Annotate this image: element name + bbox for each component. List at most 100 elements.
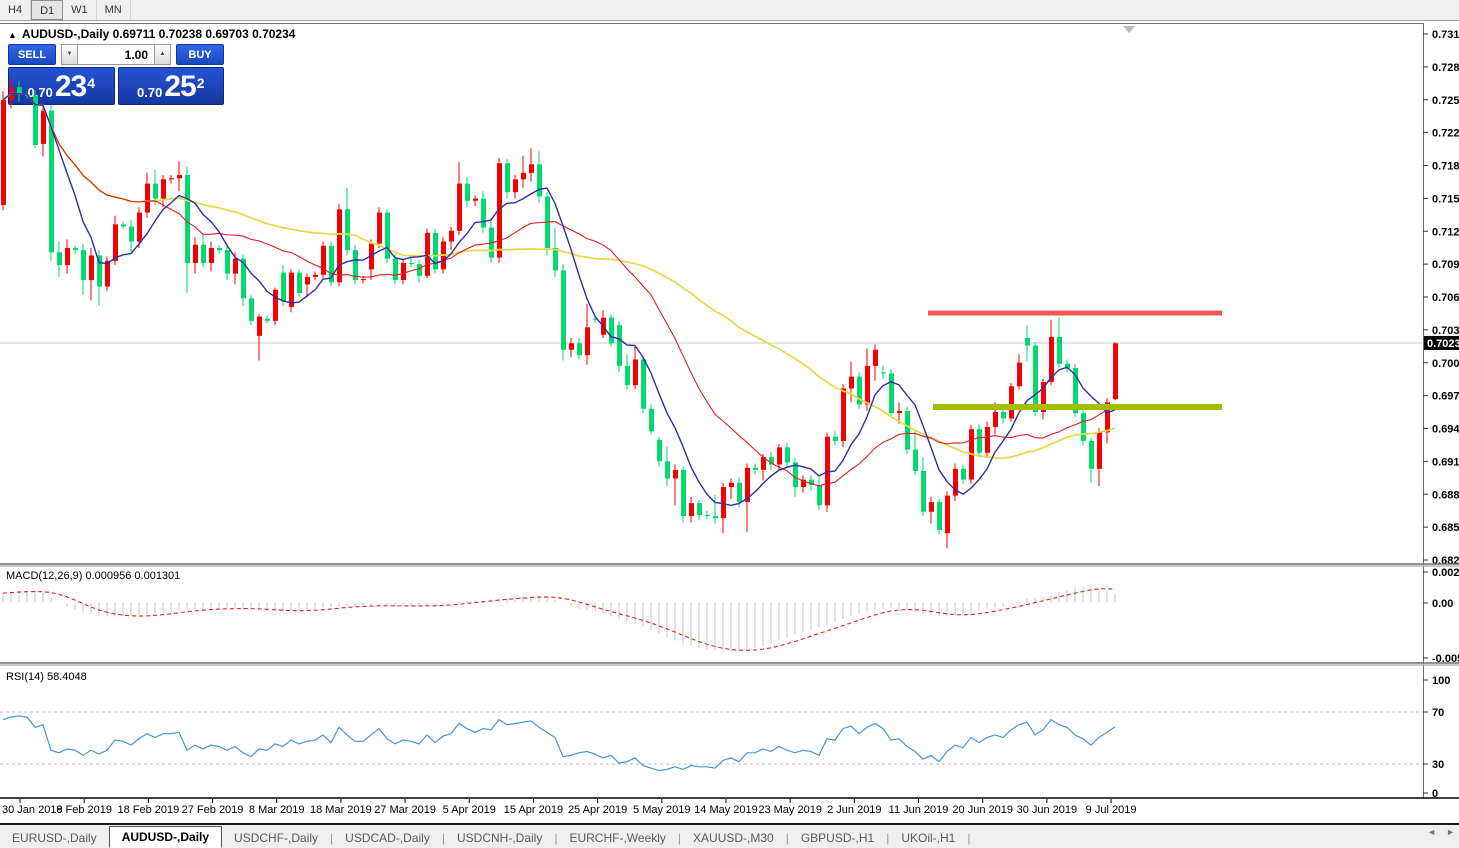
candle-body — [609, 317, 614, 344]
buy-price-prefix: 0.70 — [137, 85, 163, 100]
time-tick-label: 14 May 2019 — [694, 804, 758, 816]
tab-separator: | — [785, 830, 789, 845]
candle-body — [945, 495, 950, 534]
rsi-axis-label: 0 — [1432, 788, 1438, 800]
buy-button[interactable]: BUY — [176, 44, 224, 65]
price-tick-label: 0.68825 — [1432, 489, 1459, 501]
candle-body — [97, 255, 102, 287]
time-tick-label: 15 Apr 2019 — [504, 804, 563, 816]
candle-body — [129, 226, 134, 242]
candle-body — [457, 183, 462, 231]
time-tick-label: 2 Jun 2019 — [827, 804, 881, 816]
time-tick-label: 9 Jul 2019 — [1086, 804, 1137, 816]
candle-body — [217, 247, 222, 251]
candle-body — [897, 410, 902, 414]
candle-body — [977, 429, 982, 453]
buy-price-big: 25 — [164, 70, 196, 103]
candle-body — [137, 212, 142, 242]
timeframe-button-d1[interactable]: D1 — [31, 0, 64, 20]
chart-tab-usdchf-daily[interactable]: USDCHF-,Daily — [234, 830, 319, 845]
sell-button[interactable]: SELL — [8, 44, 56, 65]
candle-body — [289, 272, 294, 307]
candle-body — [257, 316, 262, 336]
time-tick-label: 23 May 2019 — [758, 804, 822, 816]
time-tick-label: 27 Mar 2019 — [374, 804, 436, 816]
support-line[interactable] — [933, 403, 1222, 410]
chart-tab-eurchf-weekly[interactable]: EURCHF-,Weekly — [569, 830, 666, 845]
tab-scroll-left-icon[interactable]: ◄ — [1427, 827, 1437, 837]
chart-tab-xauusd-m30[interactable]: XAUUSD-,M30 — [693, 830, 774, 845]
candle-body — [705, 514, 710, 517]
candle-body — [1033, 345, 1038, 413]
collapse-panel-icon[interactable]: ▲ — [8, 30, 17, 40]
price-tick-label: 0.69745 — [1432, 391, 1459, 403]
chart-tab-audusd-daily[interactable]: AUDUSD-,Daily — [108, 826, 223, 848]
candle-body — [913, 449, 918, 471]
candle-body — [673, 469, 678, 479]
candle-body — [833, 436, 838, 441]
candle-body — [585, 327, 590, 356]
candle-body — [937, 502, 942, 530]
candle-body — [449, 230, 454, 242]
timeframe-button-w1[interactable]: W1 — [63, 0, 97, 20]
candle-body — [801, 479, 806, 488]
candle-body — [713, 516, 718, 519]
price-tick-label: 0.72200 — [1432, 128, 1459, 140]
volume-increase-button[interactable]: ▲ — [154, 44, 171, 65]
candle-body — [665, 461, 670, 479]
chart-tab-gbpusd-h1[interactable]: GBPUSD-,H1 — [800, 830, 875, 845]
candle-body — [1025, 338, 1030, 346]
candle-body — [985, 427, 990, 453]
chart-tab-eurusd-daily[interactable]: EURUSD-,Daily — [12, 830, 97, 845]
candle-body — [297, 272, 302, 293]
candle-body — [385, 212, 390, 259]
candle-body — [689, 503, 694, 517]
candle-body — [1057, 336, 1062, 364]
chart-tab-usdcnh-daily[interactable]: USDCNH-,Daily — [456, 830, 543, 845]
volume-decrease-button[interactable]: ▼ — [61, 44, 78, 65]
time-tick-label: 30 Jan 2019 — [2, 804, 63, 816]
price-tick-label: 0.71280 — [1432, 226, 1459, 238]
candle-body — [793, 462, 798, 488]
chart-tab-bar: EURUSD-,Daily AUDUSD-,Daily USDCHF-,Daily |… — [0, 823, 1459, 848]
candle-body — [249, 298, 254, 321]
ma-mid-line — [2, 92, 1116, 487]
resistance-line[interactable] — [928, 310, 1222, 316]
candle-body — [641, 359, 646, 409]
candle-body — [1001, 412, 1006, 419]
price-tick-label: 0.70970 — [1432, 259, 1459, 271]
candle-body — [921, 470, 926, 512]
candle-body — [625, 365, 630, 386]
candle-body — [657, 439, 662, 462]
candle-body — [593, 318, 598, 320]
candle-body — [1065, 363, 1070, 369]
rsi-axis-label: 100 — [1432, 675, 1450, 687]
candle-body — [241, 258, 246, 299]
timeframe-button-h4[interactable]: H4 — [0, 0, 32, 20]
candle-body — [881, 372, 886, 374]
candle-body — [81, 250, 86, 281]
timeframe-button-mn[interactable]: MN — [97, 0, 131, 20]
candle-body — [737, 482, 742, 503]
chart-shift-icon[interactable] — [1123, 26, 1135, 33]
time-tick-label: 5 Apr 2019 — [443, 804, 496, 816]
candle-body — [305, 276, 310, 285]
rsi-label: RSI(14) 58.4048 — [6, 671, 87, 683]
candle-body — [553, 247, 558, 271]
chart-tab-usdcad-daily[interactable]: USDCAD-,Daily — [345, 830, 430, 845]
macd-axis-label: 0.002984 — [1432, 567, 1459, 579]
candle-body — [753, 467, 758, 470]
candle-body — [785, 447, 790, 463]
candle-body — [33, 95, 38, 145]
candle-body — [121, 224, 126, 227]
candle-body — [617, 325, 622, 366]
sell-price-big: 23 — [54, 70, 87, 103]
candle-body — [809, 479, 814, 485]
volume-input[interactable] — [78, 44, 154, 65]
tab-scroll-right-icon[interactable]: ► — [1446, 827, 1455, 837]
chart-tab-ukoil-h1[interactable]: UKOil-,H1 — [901, 830, 956, 845]
price-tick-label: 0.68210 — [1432, 555, 1459, 567]
buy-price-button[interactable]: 0.70 25 2 — [117, 67, 224, 105]
